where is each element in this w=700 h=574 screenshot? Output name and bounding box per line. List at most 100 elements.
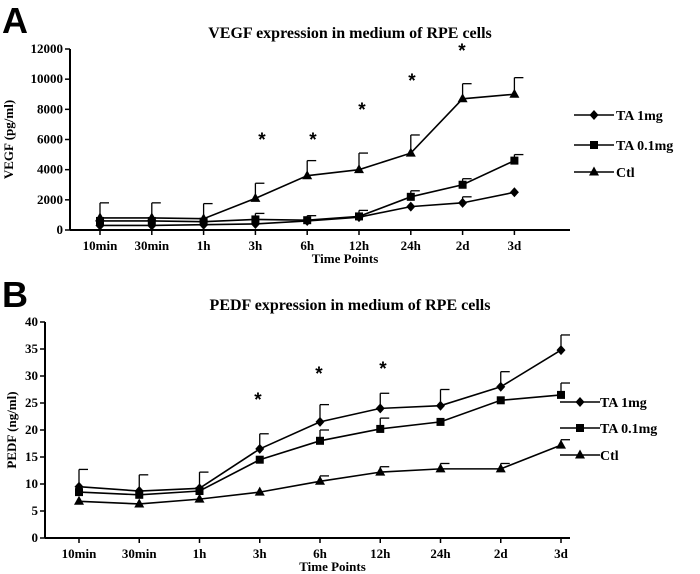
y-tick-label: 12000 — [31, 41, 64, 56]
legend-marker — [575, 397, 585, 407]
y-tick-label: 15 — [25, 449, 39, 464]
x-tick-label: 24h — [401, 238, 422, 253]
y-tick-label: 5 — [32, 503, 39, 518]
data-point — [75, 488, 83, 497]
data-point — [135, 490, 144, 499]
y-tick-label: 6000 — [37, 132, 63, 147]
significance-marker: * — [379, 359, 387, 380]
data-point — [354, 164, 364, 174]
legend-label: TA 0.1mg — [600, 422, 657, 437]
series-square — [75, 382, 570, 499]
series-triangle — [95, 77, 524, 223]
data-point — [198, 213, 209, 223]
chart-title-a: VEGF expression in medium of RPE cells — [208, 25, 492, 42]
x-tick-label: 2d — [494, 546, 509, 561]
x-tick-label: 1h — [197, 238, 212, 253]
data-point — [458, 197, 468, 208]
x-tick-label: 6h — [300, 238, 315, 253]
y-tick-label: 35 — [25, 341, 39, 356]
significance-marker: * — [458, 41, 466, 62]
panel-letter-b: B — [2, 274, 28, 315]
data-point — [355, 212, 363, 221]
data-point — [510, 156, 519, 165]
data-point — [557, 390, 565, 399]
legend-marker — [576, 424, 584, 432]
data-point — [316, 436, 324, 445]
data-point — [436, 417, 445, 426]
panel-a-vegf-chart: A VEGF expression in medium of RPE cells… — [1, 0, 673, 266]
x-tick-label: 24h — [430, 546, 451, 561]
y-axis-title: VEGF (pg/ml) — [1, 100, 16, 179]
series-line — [100, 93, 515, 220]
y-tick-label: 0 — [32, 530, 39, 545]
series-square — [96, 153, 524, 226]
y-tick-label: 20 — [25, 422, 38, 437]
data-point — [251, 215, 260, 224]
data-point — [405, 147, 416, 157]
data-point — [406, 201, 416, 212]
data-point — [457, 93, 468, 103]
x-tick-label: 3d — [554, 546, 569, 561]
legend-marker — [589, 166, 599, 176]
y-tick-label: 10 — [25, 476, 38, 491]
y-tick-label: 2000 — [37, 192, 63, 207]
y-tick-label: 40 — [25, 314, 38, 329]
data-point — [195, 487, 204, 496]
x-tick-label: 12h — [370, 546, 391, 561]
data-point — [194, 493, 205, 503]
data-point — [302, 170, 313, 180]
data-point — [134, 498, 145, 508]
panel-letter-a: A — [2, 0, 28, 41]
legend-marker — [589, 110, 599, 120]
series-diamond — [74, 334, 570, 497]
chart-title-b: PEDF expression in medium of RPE cells — [210, 297, 491, 314]
series-triangle — [74, 439, 570, 508]
data-point — [435, 463, 446, 473]
significance-marker: * — [254, 390, 262, 411]
data-point — [254, 486, 265, 496]
significance-marker: * — [315, 364, 323, 385]
data-point — [303, 216, 312, 225]
x-tick-label: 12h — [349, 238, 370, 253]
legend-label: TA 1mg — [600, 396, 647, 411]
data-point — [436, 400, 445, 411]
data-point — [315, 416, 325, 427]
data-point — [146, 212, 157, 222]
data-point — [255, 455, 264, 464]
y-tick-label: 25 — [25, 395, 39, 410]
data-point — [406, 192, 415, 201]
data-point — [556, 345, 566, 356]
data-point — [95, 212, 105, 222]
y-tick-label: 0 — [57, 222, 64, 237]
x-tick-label: 1h — [193, 546, 208, 561]
legend-label: TA 1mg — [616, 109, 663, 124]
y-tick-label: 8000 — [37, 101, 63, 116]
significance-marker: * — [358, 100, 366, 121]
significance-marker: * — [408, 71, 416, 92]
series-line — [78, 444, 562, 505]
y-tick-label: 10000 — [31, 71, 64, 86]
data-point — [376, 424, 385, 433]
data-point — [496, 396, 505, 405]
data-point — [509, 187, 519, 198]
data-point — [556, 439, 566, 449]
data-point — [375, 466, 386, 476]
x-tick-label: 3d — [508, 238, 523, 253]
data-point — [495, 463, 506, 473]
x-tick-label: 2d — [456, 238, 471, 253]
x-tick-label: 10min — [62, 546, 97, 561]
data-point — [315, 475, 325, 485]
x-tick-label: 6h — [313, 546, 328, 561]
legend-label: Ctl — [600, 449, 619, 464]
y-tick-label: 4000 — [37, 162, 63, 177]
legend-marker — [590, 141, 598, 149]
legend-label: Ctl — [616, 166, 635, 181]
significance-marker: * — [258, 130, 266, 151]
x-axis-title: Time Points — [312, 251, 379, 266]
y-tick-label: 30 — [25, 368, 38, 383]
x-tick-label: 30min — [122, 546, 157, 561]
data-point — [74, 495, 84, 505]
data-point — [250, 192, 261, 202]
